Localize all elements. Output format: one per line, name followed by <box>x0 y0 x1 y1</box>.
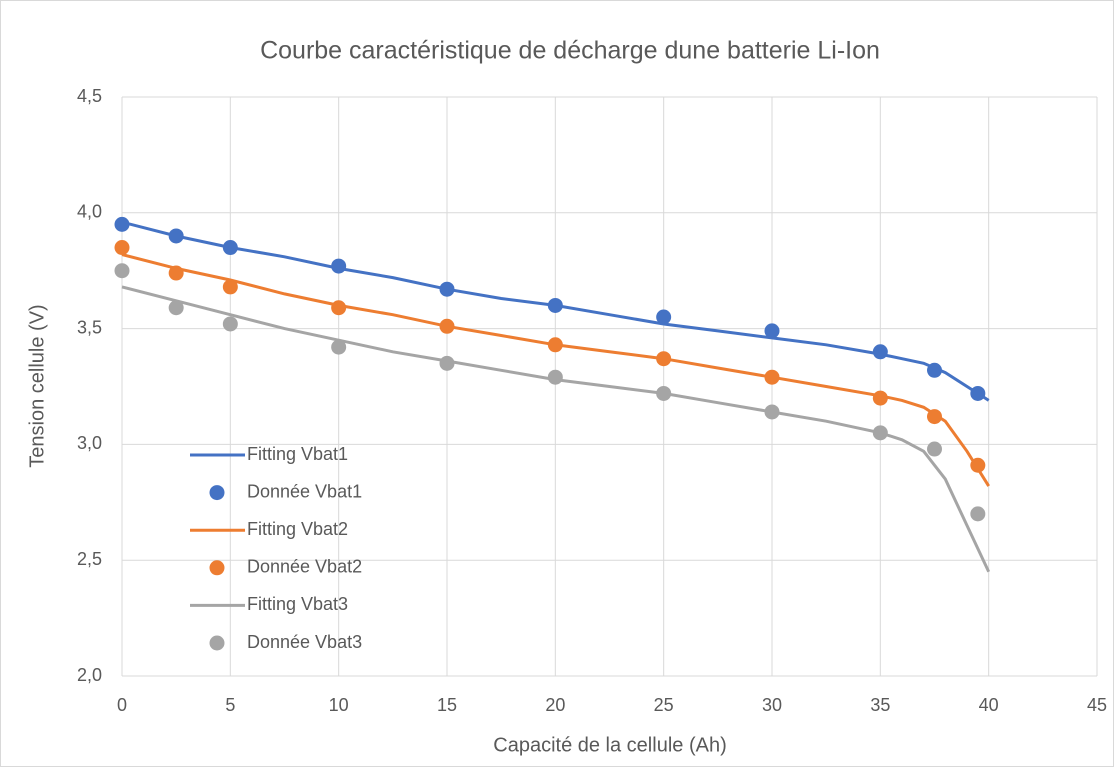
fit-line <box>121 220 990 402</box>
legend-label: Fitting Vbat1 <box>247 444 348 464</box>
x-tick-label: 30 <box>762 695 782 715</box>
data-point <box>970 506 986 522</box>
y-tick-label: 2,5 <box>77 549 102 569</box>
data-point <box>439 355 455 371</box>
legend-label: Donnée Vbat2 <box>247 557 362 577</box>
y-tick-label: 3,0 <box>77 433 102 453</box>
fit-line <box>121 285 991 573</box>
x-tick-label: 45 <box>1087 695 1107 715</box>
data-point <box>547 369 563 385</box>
x-tick-label: 40 <box>979 695 999 715</box>
x-tick-label: 35 <box>870 695 890 715</box>
data-point <box>764 369 780 385</box>
x-tick-label: 15 <box>437 695 457 715</box>
x-tick-label: 25 <box>654 695 674 715</box>
y-tick-label: 4,5 <box>77 86 102 106</box>
data-point <box>114 240 130 256</box>
data-point <box>927 409 942 425</box>
data-point <box>872 425 888 441</box>
data-point <box>970 385 986 401</box>
fit-line <box>121 253 990 487</box>
data-point <box>872 390 888 406</box>
data-point <box>656 351 672 367</box>
data-point <box>222 316 238 332</box>
data-point <box>222 240 238 256</box>
data-point <box>331 300 347 316</box>
data-point <box>547 337 563 353</box>
data-point <box>114 216 130 232</box>
data-point <box>547 297 563 313</box>
legend-marker <box>209 560 225 576</box>
legend-marker <box>209 485 225 501</box>
chart-title: Courbe caractéristique de décharge dune … <box>260 37 880 65</box>
data-point <box>656 309 672 325</box>
x-tick-label: 0 <box>117 695 127 715</box>
data-point <box>331 339 347 355</box>
data-point <box>331 258 347 274</box>
y-tick-label: 4,0 <box>77 202 102 222</box>
legend-label: Fitting Vbat2 <box>247 519 348 539</box>
x-tick-label: 20 <box>545 695 565 715</box>
legend-label: Donnée Vbat1 <box>247 481 362 501</box>
data-point <box>872 344 888 360</box>
data-point <box>656 385 672 401</box>
legend-label: Donnée Vbat3 <box>247 632 362 652</box>
data-point <box>114 263 130 279</box>
x-axis-label: Capacité de la cellule (Ah) <box>493 734 726 756</box>
legend-label: Fitting Vbat3 <box>247 594 348 614</box>
data-point <box>927 362 942 378</box>
data-point <box>222 279 238 295</box>
x-tick-label: 5 <box>225 695 235 715</box>
y-tick-label: 3,5 <box>77 317 102 337</box>
data-point <box>764 323 780 339</box>
legend-marker <box>209 635 225 651</box>
y-tick-label: 2,0 <box>77 665 102 685</box>
x-tick-label: 10 <box>329 695 349 715</box>
data-point <box>439 318 455 334</box>
y-axis-label: Tension cellule (V) <box>26 304 48 467</box>
data-point <box>168 265 184 281</box>
data-point <box>927 441 942 457</box>
data-point <box>970 457 986 473</box>
data-point <box>168 300 184 316</box>
data-point <box>764 404 780 420</box>
data-point <box>168 228 184 244</box>
data-point <box>439 281 455 297</box>
